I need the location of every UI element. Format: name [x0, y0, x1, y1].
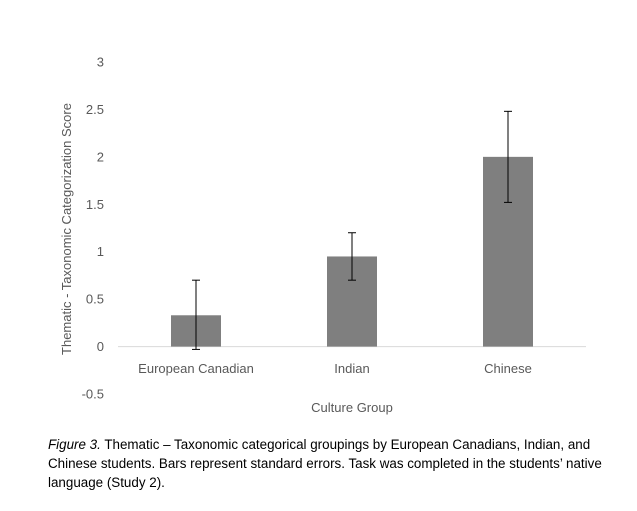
x-axis-category-labels: European Canadian Indian Chinese — [138, 361, 532, 376]
caption-text: Thematic – Taxonomic categorical groupin… — [48, 437, 602, 490]
error-bars-group — [192, 110, 512, 350]
x-category-label: Chinese — [484, 361, 532, 376]
x-category-label: Indian — [334, 361, 369, 376]
y-tick-label: 1 — [97, 244, 104, 259]
y-axis-title: Thematic - Taxonomic Categorization Scor… — [59, 103, 74, 355]
y-tick-label: 0 — [97, 339, 104, 354]
error-bar — [348, 232, 356, 281]
error-bar — [504, 110, 512, 203]
figure-label: Figure 3. — [48, 437, 101, 452]
y-axis-ticks: 3 2.5 2 1.5 1 0.5 0 -0.5 — [82, 55, 104, 402]
y-tick-label: 1.5 — [86, 197, 104, 212]
error-bar — [192, 279, 200, 350]
x-axis-title: Culture Group — [311, 400, 393, 415]
y-tick-label: 2.5 — [86, 102, 104, 117]
bar-chart: 3 2.5 2 1.5 1 0.5 0 -0.5 European Canadian India… — [59, 55, 586, 415]
x-category-label: European Canadian — [138, 361, 254, 376]
y-tick-label: 3 — [97, 55, 104, 70]
y-tick-label: 2 — [97, 149, 104, 164]
figure-caption: Figure 3. Thematic – Taxonomic categoric… — [48, 435, 618, 492]
y-tick-label: 0.5 — [86, 292, 104, 307]
y-tick-label: -0.5 — [82, 387, 104, 402]
